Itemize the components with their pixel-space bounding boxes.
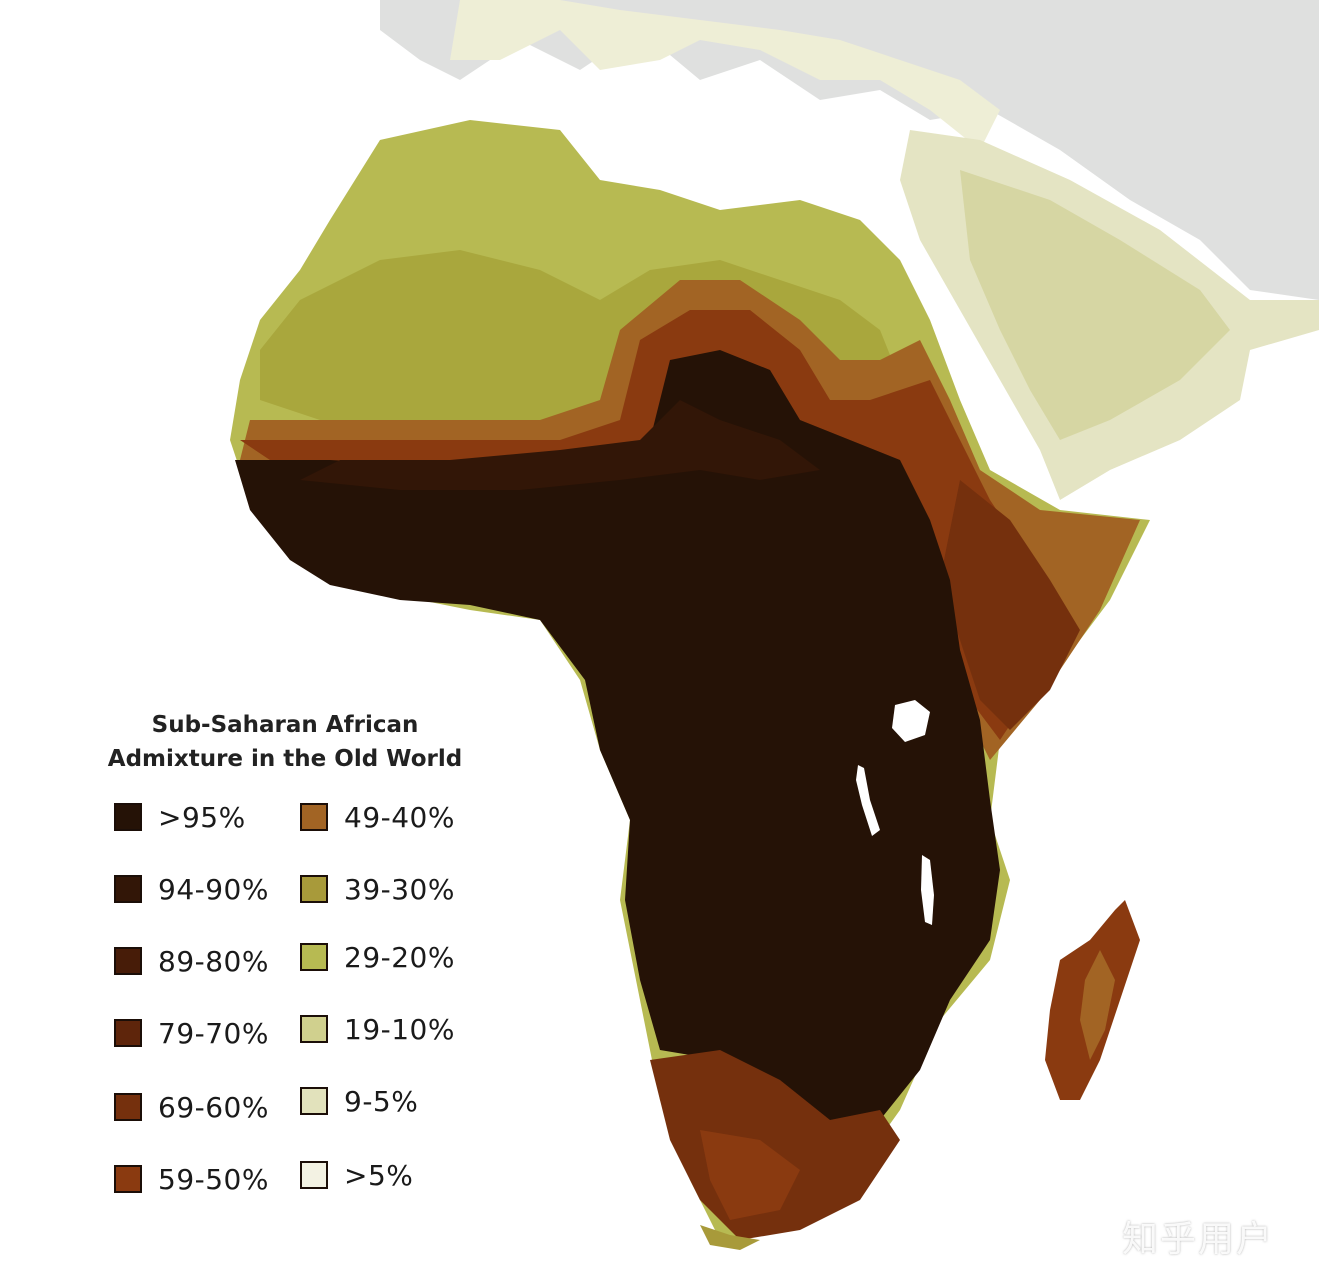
cape-tip <box>700 1225 760 1250</box>
legend-label: >95% <box>158 800 246 834</box>
eurasia-land <box>380 0 1319 300</box>
legend-label: 9-5% <box>344 1084 419 1118</box>
central-africa-dark <box>235 350 1000 1150</box>
watermark: 知乎用户 <box>1122 1219 1275 1260</box>
legend-swatch <box>114 947 142 975</box>
lake-victoria <box>892 700 930 742</box>
legend-label: 89-80% <box>158 944 269 978</box>
legend-title-line1: Sub-Saharan African <box>151 712 419 738</box>
lake-tanganyika <box>856 765 880 836</box>
legend-item: 39-30% <box>300 872 455 906</box>
legend-swatch <box>300 875 328 903</box>
legend-item: 79-70% <box>114 1016 269 1050</box>
legend-label: 59-50% <box>158 1162 269 1196</box>
legend-label: 39-30% <box>344 872 455 906</box>
legend-swatch <box>114 803 142 831</box>
legend-swatch <box>300 1161 328 1189</box>
legend-label: 69-60% <box>158 1090 269 1124</box>
arabian-inner <box>960 170 1230 440</box>
legend-label: 49-40% <box>344 800 455 834</box>
legend-swatch <box>114 1019 142 1047</box>
horn-of-africa <box>940 480 1080 730</box>
legend-item: 19-10% <box>300 1012 455 1046</box>
legend-swatch <box>300 943 328 971</box>
south-africa-red <box>650 1050 900 1240</box>
lake-malawi <box>921 855 934 925</box>
legend-swatch <box>300 1087 328 1115</box>
legend-title: Sub-Saharan African Admixture in the Old… <box>100 708 470 776</box>
legend-label: 79-70% <box>158 1016 269 1050</box>
legend-swatch <box>300 803 328 831</box>
legend-item: 29-20% <box>300 940 455 974</box>
sahel-red <box>240 310 1060 740</box>
south-africa-orange <box>700 1130 800 1220</box>
legend-item: 94-90% <box>114 872 269 906</box>
legend-item: 69-60% <box>114 1090 269 1124</box>
legend-item: >5% <box>300 1158 413 1192</box>
legend-item: 9-5% <box>300 1084 418 1118</box>
legend-item: >95% <box>114 800 246 834</box>
mediterranean-band <box>350 0 1000 150</box>
legend-item: 59-50% <box>114 1162 269 1196</box>
legend-swatch <box>114 1165 142 1193</box>
legend-swatch <box>114 1093 142 1121</box>
legend-label: >5% <box>344 1158 414 1192</box>
madagascar-inner <box>1080 950 1115 1060</box>
legend-swatch <box>114 875 142 903</box>
legend-item: 89-80% <box>114 944 269 978</box>
west-africa-inner <box>300 400 820 490</box>
legend-swatch <box>300 1015 328 1043</box>
legend-label: 94-90% <box>158 872 269 906</box>
legend-title-line2: Admixture in the Old World <box>107 746 463 772</box>
legend-label: 29-20% <box>344 940 455 974</box>
legend-item: 49-40% <box>300 800 455 834</box>
legend-label: 19-10% <box>344 1012 455 1046</box>
